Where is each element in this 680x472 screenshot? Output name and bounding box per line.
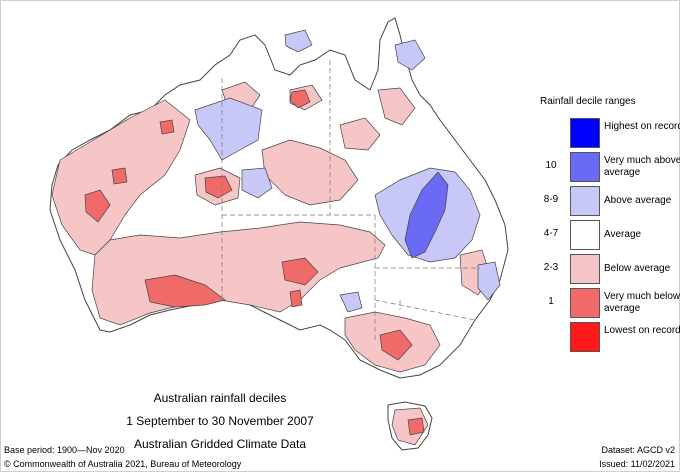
dataset-label: Dataset: AGCD v2 xyxy=(601,445,675,455)
legend-item-highest: Highest on record xyxy=(540,118,680,148)
very-much-above-average-regions xyxy=(404,171,449,259)
legend-swatch xyxy=(570,118,600,148)
title-line-3: Australian Gridded Climate Data xyxy=(133,437,307,451)
title-line-2: 1 September to 30 November 2007 xyxy=(126,414,314,428)
legend-label: Highest on record xyxy=(604,121,680,132)
map-title: Australian rainfall deciles 1 September … xyxy=(110,387,330,456)
legend-range: 1 xyxy=(548,296,554,307)
legend-swatch xyxy=(570,152,600,182)
issued-date: Issued: 11/02/2021 xyxy=(599,459,675,469)
legend-label: Above average xyxy=(604,195,672,206)
legend-item-below: 2-3 Below average xyxy=(540,254,675,284)
legend-label: Very much above average xyxy=(604,155,680,178)
legend-range: 10 xyxy=(545,160,557,171)
base-period: Base period: 1900—Nov 2020 xyxy=(4,445,125,455)
title-line-1: Australian rainfall deciles xyxy=(153,391,287,405)
legend-label: Very much below average xyxy=(604,291,680,314)
legend-range: 2-3 xyxy=(543,262,559,273)
legend-swatch xyxy=(570,254,600,284)
legend-title: Rainfall decile ranges xyxy=(540,96,636,107)
legend-label: Average xyxy=(604,229,642,240)
legend-item-average: 4-7 Average xyxy=(540,220,675,250)
state-borders xyxy=(221,60,480,340)
legend-label: Lowest on record xyxy=(604,325,680,336)
legend-item-very-much-above: 10 Very much above average xyxy=(540,152,680,182)
copyright: © Commonwealth of Australia 2021, Bureau… xyxy=(4,459,242,469)
legend-range: 8-9 xyxy=(543,194,559,205)
legend-item-above: 8-9 Above average xyxy=(540,186,675,216)
legend-item-very-much-below: 1 Very much below average xyxy=(540,288,680,318)
legend-swatch xyxy=(570,186,600,216)
legend-swatch xyxy=(570,220,600,250)
legend-swatch xyxy=(570,288,600,318)
legend-item-lowest: Lowest on record xyxy=(540,322,680,352)
legend-swatch xyxy=(570,322,600,352)
very-much-below-average-regions xyxy=(84,89,425,436)
legend-label: Below average xyxy=(604,263,671,274)
legend-range: 4-7 xyxy=(543,228,559,239)
